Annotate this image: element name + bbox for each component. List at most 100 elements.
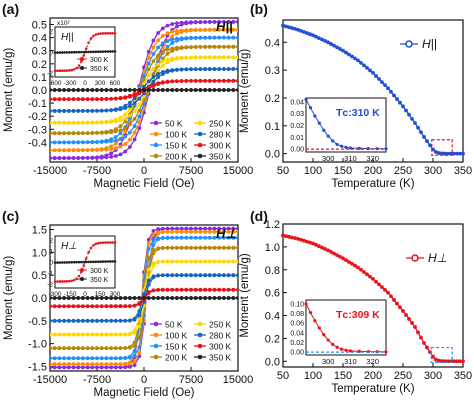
data-point (320, 245, 324, 250)
inset-legend-marker (80, 66, 84, 70)
data-point (353, 56, 357, 61)
data-point (170, 235, 175, 240)
data-point (127, 113, 132, 118)
y-tick-label: 0.4 (265, 37, 280, 49)
data-point (323, 38, 327, 43)
inset-point (60, 69, 64, 73)
inset-point (87, 50, 90, 54)
data-point (231, 35, 236, 40)
legend-label: H|| (422, 37, 437, 51)
data-point (189, 296, 193, 300)
data-point (231, 27, 236, 32)
inset-point (63, 69, 66, 72)
data-point (81, 156, 85, 160)
inset-point (92, 34, 95, 38)
data-point (203, 226, 208, 231)
data-point (217, 44, 222, 49)
data-point (104, 318, 109, 323)
data-point (137, 126, 142, 131)
data-point (71, 131, 76, 136)
data-point (113, 138, 118, 143)
data-point (127, 345, 132, 350)
inset-point (344, 145, 348, 149)
data-point (85, 120, 90, 125)
inset-point (104, 50, 107, 53)
data-point (95, 332, 99, 337)
y-tick-label: 0.0 (265, 356, 280, 368)
legend-marker (197, 142, 203, 148)
x-tick-label: -15000 (33, 165, 67, 177)
data-point (311, 241, 315, 246)
data-point (137, 336, 142, 340)
data-point (222, 273, 226, 278)
data-point (151, 232, 156, 237)
data-point (71, 156, 76, 160)
inset-point (101, 32, 105, 35)
x-tick-label: -7500 (83, 374, 111, 386)
data-point (137, 302, 142, 307)
inset-y-tick-label: 0.00 (290, 147, 304, 154)
data-point (437, 151, 441, 155)
inset-point (104, 241, 107, 244)
data-point (57, 88, 62, 92)
data-point (226, 88, 231, 92)
data-point (66, 109, 71, 113)
data-point (104, 130, 109, 135)
inset-point (63, 261, 66, 264)
data-point (323, 247, 327, 251)
inset-point (326, 338, 330, 342)
data-point (90, 108, 95, 113)
data-point (179, 22, 184, 27)
data-point (109, 304, 113, 309)
inset-y-tick-label: 1 (49, 249, 53, 256)
data-point (118, 362, 123, 367)
data-point (299, 237, 303, 242)
y-tick-label: 1.2 (265, 219, 280, 231)
data-point (104, 304, 109, 309)
data-point (66, 362, 71, 367)
inset-point (94, 33, 98, 36)
data-point (66, 304, 71, 309)
data-point (207, 67, 212, 71)
y-tick-label: -1.5 (28, 361, 47, 373)
data-point (99, 155, 104, 160)
data-point (76, 332, 81, 337)
data-point (113, 96, 118, 101)
data-point (104, 296, 109, 300)
data-point (113, 108, 118, 112)
panel-label: (a) (2, 1, 19, 17)
data-point (184, 29, 189, 33)
inset-point (77, 50, 81, 54)
data-point (142, 296, 146, 300)
data-point (184, 79, 189, 83)
data-point (175, 273, 179, 278)
data-point (123, 365, 128, 370)
data-point (170, 229, 175, 234)
data-point (203, 35, 208, 40)
inset-y-tick-label: -1 (47, 271, 53, 278)
data-point (57, 140, 62, 145)
x-tick-label: 250 (394, 165, 412, 177)
data-point (212, 235, 217, 240)
data-point (305, 239, 309, 244)
data-point (170, 48, 175, 53)
legend-marker (197, 354, 203, 360)
data-point (156, 231, 161, 236)
inset-point (99, 50, 102, 53)
data-point (461, 151, 465, 156)
data-point (203, 20, 208, 24)
inset-y-tick-label: 0.01 (290, 135, 304, 142)
data-point (165, 60, 170, 65)
data-point (95, 365, 99, 370)
data-point (50, 88, 52, 92)
inset-point (58, 51, 62, 54)
data-point (160, 72, 165, 76)
data-point (90, 120, 95, 125)
data-point (123, 356, 128, 361)
data-point (151, 52, 156, 56)
data-point (222, 88, 226, 92)
data-point (71, 304, 76, 309)
data-point (179, 79, 184, 83)
data-point (222, 27, 226, 32)
data-point (81, 131, 85, 136)
